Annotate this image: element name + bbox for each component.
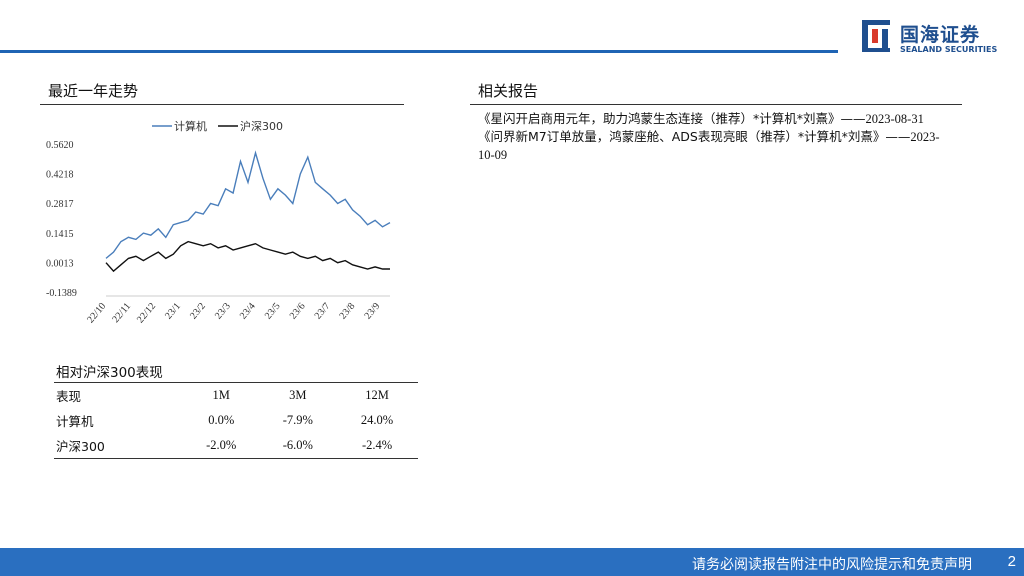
report-text: 《星闪开启商用元年，助力鸿蒙生态连接（推荐）*计算机*刘熹》—— <box>478 111 866 126</box>
x-tick-label: 23/7 <box>313 301 333 322</box>
report-date: 2023-08-31 <box>865 112 924 126</box>
trend-title-rule <box>40 104 404 105</box>
disclaimer-text: 请务必阅读报告附注中的风险提示和免责声明 <box>692 557 972 573</box>
table-cell: -7.9% <box>282 413 313 427</box>
x-tick-label: 23/3 <box>213 301 233 322</box>
table-cell: 沪深300 <box>56 439 105 454</box>
brand-name-en: SEALAND SECURITIES <box>900 45 998 54</box>
brand-name-cn: 国海证券 <box>900 24 981 46</box>
x-tick-label: 22/10 <box>85 301 108 326</box>
header-cell: 表现 <box>56 389 82 404</box>
table-cell: 计算机 <box>56 414 94 429</box>
table-cell: -2.4% <box>361 438 393 452</box>
y-tick-label: -0.1389 <box>46 288 77 299</box>
table-row: 计算机 0.0% -7.9% 24.0% <box>54 408 418 433</box>
x-tick-label: 23/5 <box>263 301 283 322</box>
y-tick-label: 0.0013 <box>46 258 74 269</box>
x-tick-label: 23/1 <box>163 301 183 322</box>
trend-title: 最近一年走势 <box>48 82 139 100</box>
reports-title-rule <box>470 104 962 105</box>
report-date: 2023-10-09 <box>478 130 940 162</box>
header-cell: 1M <box>212 388 230 402</box>
x-tick-label: 23/6 <box>288 301 308 322</box>
x-tick-label: 22/11 <box>110 301 133 325</box>
header-rule <box>0 50 838 53</box>
x-tick-label: 23/9 <box>362 301 382 322</box>
header-cell: 3M <box>289 388 307 402</box>
report-item[interactable]: 《星闪开启商用元年，助力鸿蒙生态连接（推荐）*计算机*刘熹》——2023-08-… <box>478 110 948 128</box>
table-row: 沪深300 -2.0% -6.0% -2.4% <box>54 433 418 459</box>
reports-title: 相关报告 <box>478 82 539 100</box>
table-header-row: 表现 1M 3M 12M <box>54 382 418 409</box>
report-text: 《问界新M7订单放量，鸿蒙座舱、ADS表现亮眼（推荐）*计算机*刘熹》—— <box>478 129 911 144</box>
series-line-计算机 <box>105 150 391 259</box>
legend-label: 计算机 <box>174 119 207 133</box>
report-list: 《星闪开启商用元年，助力鸿蒙生态连接（推荐）*计算机*刘熹》——2023-08-… <box>478 110 948 164</box>
page-number: 2 <box>1007 553 1016 570</box>
performance-title: 相对沪深300表现 <box>56 365 163 381</box>
legend-label: 沪深300 <box>240 119 283 133</box>
report-item[interactable]: 《问界新M7订单放量，鸿蒙座舱、ADS表现亮眼（推荐）*计算机*刘熹》——202… <box>478 128 948 164</box>
y-tick-label: 0.2817 <box>46 199 74 210</box>
header-cell: 12M <box>365 388 389 402</box>
y-tick-label: 0.1415 <box>46 229 74 240</box>
x-tick-label: 23/2 <box>188 301 208 322</box>
table-cell: -2.0% <box>206 438 237 452</box>
footer-bar: 请务必阅读报告附注中的风险提示和免责声明 2 <box>0 548 1024 576</box>
x-tick-label: 22/12 <box>135 301 158 326</box>
series-line-沪深300 <box>105 240 390 273</box>
x-tick-label: 23/8 <box>338 301 358 322</box>
y-tick-label: 0.5620 <box>46 140 74 151</box>
table-cell: -6.0% <box>282 438 313 452</box>
table-cell: 24.0% <box>360 413 394 427</box>
y-tick-label: 0.4218 <box>46 170 74 181</box>
sealand-logo-icon <box>862 20 890 52</box>
trend-chart: 计算机 沪深300 0.5620 0.4218 0.2817 0.1415 0.0013 -0… <box>46 119 391 326</box>
table-cell: 0.0% <box>208 413 235 427</box>
x-tick-label: 23/4 <box>238 301 258 322</box>
performance-table: 表现 1M 3M 12M 计算机 0.0% -7.9% 24.0% 沪深300 … <box>54 382 418 459</box>
brand-logo: 国海证券 SEALAND SECURITIES <box>860 18 1010 58</box>
